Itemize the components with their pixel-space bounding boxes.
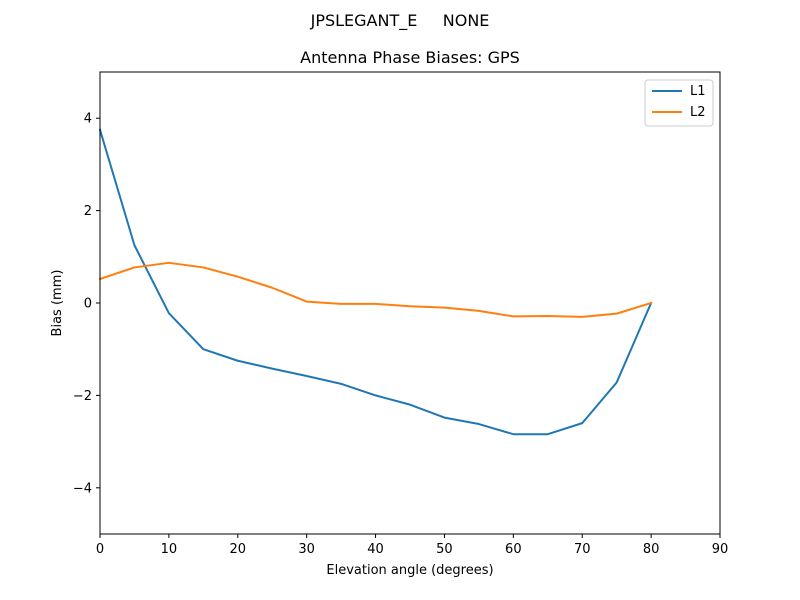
x-tick-label: 40 [367,542,384,557]
y-tick-label: 2 [84,204,92,219]
x-tick-label: 80 [643,542,660,557]
axes-frame [99,71,721,535]
x-tick-label: 50 [436,542,453,557]
legend: L1 L2 [644,79,714,127]
x-tick-label: 20 [230,542,247,557]
x-tick-label: 60 [505,542,522,557]
x-tick-label: 30 [298,542,315,557]
x-tick-label: 10 [161,542,178,557]
y-tick-label: 0 [84,297,92,312]
series-line-l1 [98,128,653,436]
y-axis-label: Bias (mm) [50,270,65,337]
y-tick-label: 4 [84,112,92,127]
y-tick-label: −2 [73,389,92,404]
y-tick-label: −4 [73,481,92,496]
legend-label-l1: L1 [690,84,706,99]
ticks-layer: 0 10 20 30 40 50 60 70 80 90 −4 −2 0 2 4 [73,112,728,557]
x-tick-label: 0 [96,542,104,557]
series-layer [98,128,653,436]
x-axis-label: Elevation angle (degrees) [326,563,493,578]
x-tick-label: 90 [712,542,729,557]
legend-label-l2: L2 [690,105,706,120]
figure-suptitle: JPSLEGANT_E NONE [310,11,490,31]
chart-title: Antenna Phase Biases: GPS [300,48,520,67]
series-line-l2 [98,261,653,318]
x-tick-label: 70 [574,542,591,557]
